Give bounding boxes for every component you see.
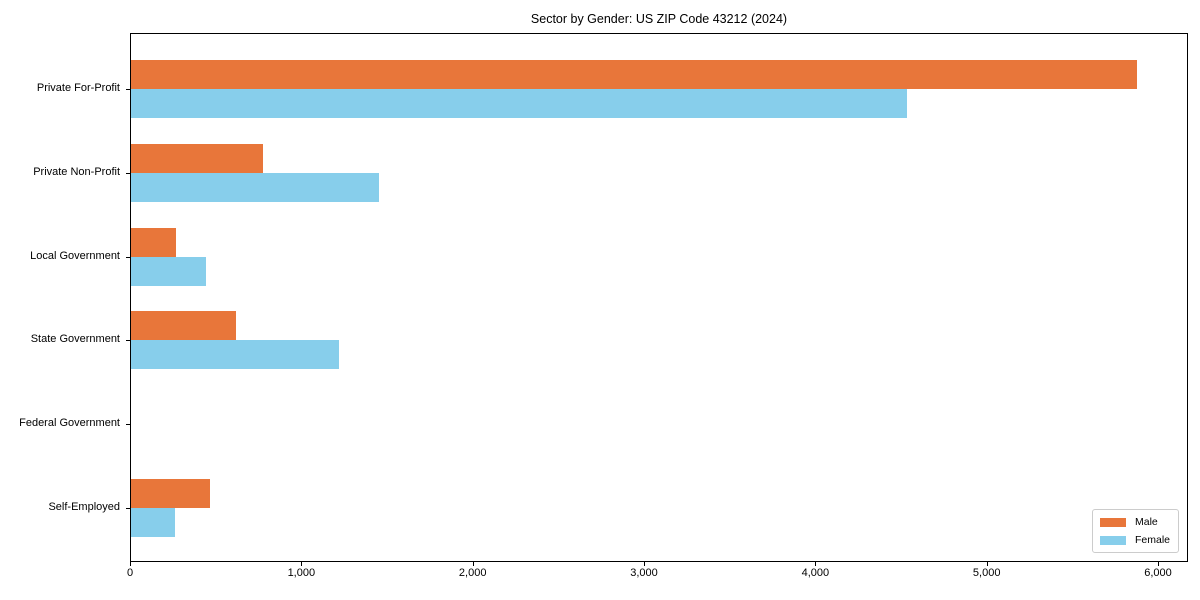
x-tick-label-6000: 6,000 bbox=[1144, 567, 1172, 579]
legend-item-male: Male bbox=[1100, 516, 1170, 528]
x-tick-mark-2000 bbox=[472, 562, 474, 566]
legend: Male Female bbox=[1092, 509, 1179, 553]
y-tick-mark-state-government bbox=[126, 340, 130, 342]
bar-male-state-government bbox=[131, 311, 237, 341]
y-tick-label-private-for-profit: Private For-Profit bbox=[36, 82, 120, 94]
y-tick-mark-local-government bbox=[126, 256, 130, 258]
bar-male-self-employed bbox=[131, 479, 210, 508]
x-tick-label-1000: 1,000 bbox=[287, 567, 316, 579]
legend-swatch-female-icon bbox=[1100, 535, 1126, 545]
x-tick-label-3000: 3,000 bbox=[630, 567, 658, 579]
y-tick-label-federal-government: Federal Government bbox=[19, 417, 120, 430]
y-tick-label-state-government: State Government bbox=[30, 333, 120, 346]
y-tick-mark-private-non-profit bbox=[126, 172, 130, 174]
x-tick-label-5000: 5,000 bbox=[972, 567, 1001, 579]
bar-female-self-employed bbox=[131, 508, 175, 537]
x-tick-mark-3000 bbox=[644, 562, 645, 566]
legend-item-female: Female bbox=[1100, 534, 1170, 546]
x-tick-mark-6000 bbox=[1158, 562, 1160, 566]
legend-label-female: Female bbox=[1135, 534, 1171, 546]
chart-title: Sector by Gender: US ZIP Code 43212 (202… bbox=[530, 12, 788, 26]
y-tick-mark-self-employed bbox=[126, 508, 130, 509]
x-tick-label-0: 0 bbox=[126, 567, 134, 579]
legend-label-male: Male bbox=[1135, 516, 1158, 528]
bar-male-private-non-profit bbox=[131, 143, 263, 173]
y-tick-mark-federal-government bbox=[126, 424, 130, 426]
bar-female-private-for-profit bbox=[131, 89, 908, 118]
x-tick-label-4000: 4,000 bbox=[801, 567, 830, 579]
bar-female-private-non-profit bbox=[131, 172, 379, 202]
x-tick-mark-4000 bbox=[815, 562, 817, 566]
x-tick-mark-5000 bbox=[986, 562, 988, 566]
x-tick-mark-0 bbox=[130, 562, 131, 566]
plot-area bbox=[130, 33, 1188, 562]
x-tick-mark-1000 bbox=[301, 562, 303, 566]
y-tick-label-local-government: Local Government bbox=[30, 249, 120, 262]
bar-female-local-government bbox=[131, 256, 206, 286]
y-tick-label-self-employed: Self-Employed bbox=[48, 501, 120, 513]
bar-female-state-government bbox=[131, 340, 340, 370]
y-tick-label-private-non-profit: Private Non-Profit bbox=[33, 165, 120, 178]
legend-swatch-male-icon bbox=[1100, 517, 1126, 527]
y-tick-mark-private-for-profit bbox=[126, 89, 130, 90]
x-tick-label-2000: 2,000 bbox=[458, 567, 487, 579]
bar-male-private-for-profit bbox=[131, 60, 1137, 89]
bar-male-local-government bbox=[131, 227, 176, 257]
